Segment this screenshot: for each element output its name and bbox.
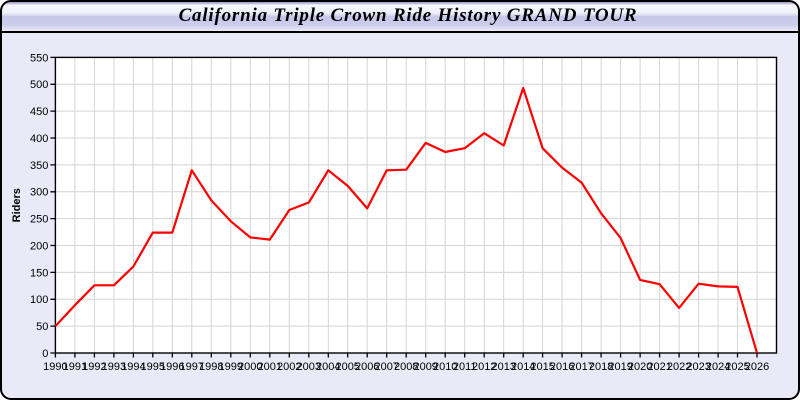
svg-text:2022: 2022	[667, 361, 691, 373]
svg-text:2024: 2024	[706, 361, 730, 373]
svg-text:1996: 1996	[160, 361, 184, 373]
svg-text:2018: 2018	[589, 361, 613, 373]
svg-text:550: 550	[30, 52, 48, 64]
svg-text:1997: 1997	[180, 361, 204, 373]
svg-text:2012: 2012	[472, 361, 496, 373]
svg-text:2010: 2010	[433, 361, 457, 373]
svg-text:2000: 2000	[238, 361, 262, 373]
svg-text:2005: 2005	[335, 361, 359, 373]
svg-text:2002: 2002	[277, 361, 301, 373]
svg-text:2016: 2016	[550, 361, 574, 373]
svg-text:450: 450	[30, 106, 48, 118]
svg-text:2013: 2013	[491, 361, 515, 373]
svg-text:1995: 1995	[141, 361, 165, 373]
svg-text:1990: 1990	[43, 361, 67, 373]
svg-text:1993: 1993	[102, 361, 126, 373]
svg-text:Riders: Riders	[11, 188, 23, 222]
svg-text:2006: 2006	[355, 361, 379, 373]
svg-text:400: 400	[30, 133, 48, 145]
svg-text:1998: 1998	[199, 361, 223, 373]
svg-text:2014: 2014	[511, 361, 535, 373]
svg-text:2026: 2026	[745, 361, 769, 373]
svg-text:250: 250	[30, 214, 48, 226]
svg-text:100: 100	[30, 294, 48, 306]
svg-text:1994: 1994	[121, 361, 145, 373]
svg-text:500: 500	[30, 79, 48, 91]
svg-text:2008: 2008	[394, 361, 418, 373]
svg-text:50: 50	[36, 321, 48, 333]
svg-text:2004: 2004	[316, 361, 340, 373]
svg-text:2023: 2023	[686, 361, 710, 373]
svg-text:1991: 1991	[63, 361, 87, 373]
svg-text:2003: 2003	[297, 361, 321, 373]
svg-text:1992: 1992	[82, 361, 106, 373]
svg-text:200: 200	[30, 240, 48, 252]
svg-text:2001: 2001	[258, 361, 282, 373]
svg-text:2019: 2019	[608, 361, 632, 373]
svg-text:2007: 2007	[374, 361, 398, 373]
svg-text:0: 0	[42, 348, 48, 360]
svg-text:150: 150	[30, 267, 48, 279]
svg-text:2009: 2009	[413, 361, 437, 373]
svg-text:2015: 2015	[530, 361, 554, 373]
svg-text:2020: 2020	[628, 361, 652, 373]
svg-text:2025: 2025	[725, 361, 749, 373]
svg-text:300: 300	[30, 187, 48, 199]
svg-text:2021: 2021	[647, 361, 671, 373]
svg-text:2011: 2011	[453, 361, 477, 373]
svg-text:350: 350	[30, 160, 48, 172]
svg-text:1999: 1999	[219, 361, 243, 373]
svg-text:2017: 2017	[569, 361, 593, 373]
